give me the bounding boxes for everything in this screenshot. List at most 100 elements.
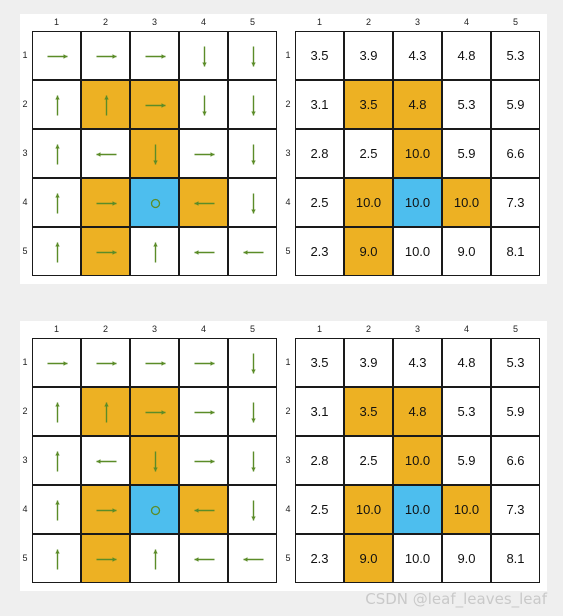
- policy-cell: [32, 80, 81, 129]
- value-cell: 5.3: [491, 338, 540, 387]
- state-value: 3.9: [359, 355, 378, 370]
- value-cell: 10.0: [393, 436, 442, 485]
- row-label: 3: [22, 455, 28, 465]
- column-label: 3: [414, 324, 420, 334]
- state-value: 2.3: [310, 244, 329, 259]
- policy-cell: [130, 338, 179, 387]
- column-label: 2: [365, 324, 371, 334]
- value-cell: 5.9: [442, 436, 491, 485]
- policy-cell: [81, 31, 130, 80]
- state-value: 3.5: [359, 97, 378, 112]
- value-cell: 3.1: [295, 80, 344, 129]
- value-cell: 5.9: [491, 387, 540, 436]
- state-value: 10.0: [453, 502, 480, 517]
- state-value: 2.5: [359, 453, 378, 468]
- state-value: 6.6: [506, 146, 525, 161]
- policy-cell: [179, 534, 228, 583]
- column-label: 2: [102, 324, 108, 334]
- state-value: 2.5: [310, 502, 329, 517]
- value-cell: 8.1: [491, 227, 540, 276]
- policy-cell: [228, 227, 277, 276]
- policy-cell: [32, 178, 81, 227]
- row-label: 1: [22, 50, 28, 60]
- value-cell: 10.0: [393, 129, 442, 178]
- policy-cell: [179, 31, 228, 80]
- policy-cell: [228, 485, 277, 534]
- row-label: 2: [285, 99, 291, 109]
- row-label: 4: [285, 504, 291, 514]
- policy-cell: [179, 338, 228, 387]
- row-label: 4: [22, 504, 28, 514]
- value-cell: 4.3: [393, 338, 442, 387]
- value-cell: 3.1: [295, 387, 344, 436]
- value-cell: 10.0: [344, 485, 393, 534]
- state-value: 10.0: [404, 195, 431, 210]
- state-value: 4.3: [408, 48, 427, 63]
- state-value: 10.0: [404, 146, 431, 161]
- policy-cell: [81, 80, 130, 129]
- state-value: 2.8: [310, 146, 329, 161]
- state-value: 7.3: [506, 502, 525, 517]
- value-cell: 4.8: [393, 387, 442, 436]
- row-label: 5: [22, 246, 28, 256]
- value-cell: 9.0: [442, 534, 491, 583]
- value-cell: 10.0: [442, 485, 491, 534]
- policy-cell: [228, 178, 277, 227]
- state-value: 10.0: [404, 244, 431, 259]
- value-cell: 2.5: [295, 485, 344, 534]
- row-label: 3: [285, 455, 291, 465]
- state-value: 3.1: [310, 404, 329, 419]
- state-value: 4.3: [408, 355, 427, 370]
- value-cell: 10.0: [393, 485, 442, 534]
- value-cell: 4.8: [393, 80, 442, 129]
- policy-cell: [228, 436, 277, 485]
- state-value: 5.9: [457, 453, 476, 468]
- policy-cell: [81, 534, 130, 583]
- policy-cell: [130, 129, 179, 178]
- row-label: 1: [285, 50, 291, 60]
- value-cell: 3.5: [344, 80, 393, 129]
- column-label: 4: [200, 324, 206, 334]
- state-value: 8.1: [506, 551, 525, 566]
- value-cell: 4.3: [393, 31, 442, 80]
- policy-cell: [228, 80, 277, 129]
- value-cell: 5.3: [491, 31, 540, 80]
- value-cell: 4.8: [442, 338, 491, 387]
- policy-cell: [32, 436, 81, 485]
- state-value: 8.1: [506, 244, 525, 259]
- value-cell: 10.0: [393, 178, 442, 227]
- policy-cell: [130, 227, 179, 276]
- state-value: 5.3: [457, 404, 476, 419]
- value-cell: 9.0: [442, 227, 491, 276]
- column-label: 4: [200, 17, 206, 27]
- policy-cell: [32, 129, 81, 178]
- column-label: 5: [512, 324, 518, 334]
- policy-cell: [228, 31, 277, 80]
- value-cell: 10.0: [393, 534, 442, 583]
- policy-cell: [179, 129, 228, 178]
- state-value: 5.9: [457, 146, 476, 161]
- state-value: 9.0: [457, 551, 476, 566]
- value-cell: 5.3: [442, 80, 491, 129]
- state-value: 5.3: [506, 48, 525, 63]
- value-cell: 2.3: [295, 534, 344, 583]
- state-value: 10.0: [404, 453, 431, 468]
- upper-panel: 1 2 3 4 5 1 2 3 4 5 1 2 3 4 5 1 2 3 4 5 3.5 3.9 4.3 4.8 5.3 3.1 3…: [20, 14, 547, 284]
- value-cell: 3.5: [295, 31, 344, 80]
- policy-cell: [81, 227, 130, 276]
- state-value: 3.5: [310, 355, 329, 370]
- value-cell: 9.0: [344, 227, 393, 276]
- state-value: 9.0: [359, 551, 378, 566]
- policy-cell: [32, 485, 81, 534]
- row-label: 1: [22, 357, 28, 367]
- value-cell: 5.9: [491, 80, 540, 129]
- column-label: 4: [463, 324, 469, 334]
- column-label: 5: [249, 324, 255, 334]
- value-cell: 6.6: [491, 436, 540, 485]
- state-value-grid: 1 2 3 4 5 1 2 3 4 5 3.5 3.9 4.3 4.8 5.3 3.1 3.5 4.8 5.3 5.9…: [285, 17, 540, 276]
- column-label: 5: [249, 17, 255, 27]
- value-cell: 3.9: [344, 338, 393, 387]
- state-value: 3.5: [310, 48, 329, 63]
- row-label: 5: [285, 246, 291, 256]
- policy-cell: [130, 485, 179, 534]
